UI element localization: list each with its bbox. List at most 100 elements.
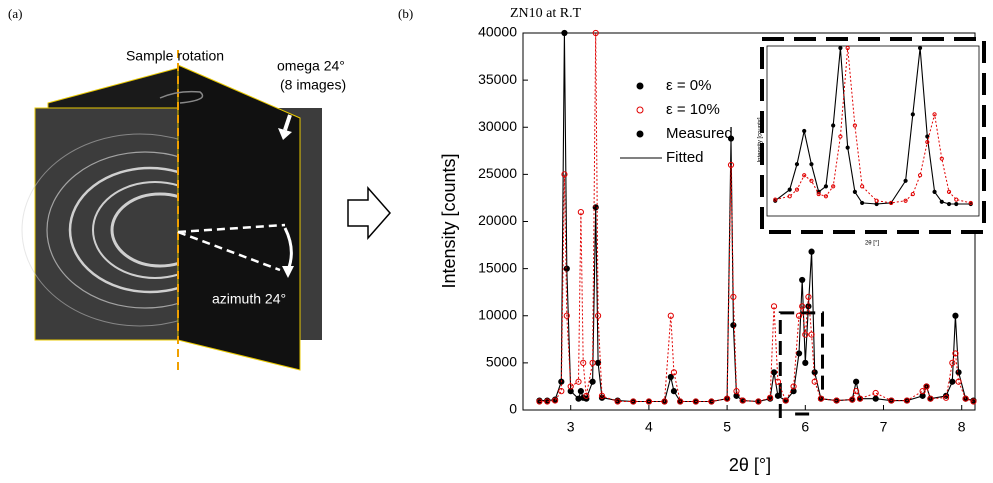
legend-label: Fitted: [666, 149, 704, 166]
x-tick-label: 7: [880, 419, 888, 435]
rotated-panel: [177, 64, 301, 371]
panel-label: (b): [398, 6, 413, 21]
data-point: [661, 398, 668, 405]
series-line: [775, 47, 971, 204]
data-point: [589, 359, 596, 366]
data-point: [730, 322, 737, 329]
data-point: [561, 29, 568, 37]
data-point: [802, 128, 807, 134]
data-point: [589, 378, 596, 385]
data-point: [795, 312, 803, 319]
legend-swatch: [636, 130, 644, 138]
data-point: [614, 398, 621, 405]
data-point: [790, 383, 797, 390]
data-point: [946, 189, 952, 194]
data-point: [794, 187, 800, 192]
data-point: [970, 398, 977, 405]
x-tick-label: 4: [645, 419, 653, 435]
data-point: [787, 194, 792, 199]
data-point: [917, 45, 923, 51]
data-point: [577, 388, 584, 395]
legend-label: ε = 10%: [666, 101, 720, 118]
data-point: [645, 398, 653, 405]
data-point: [952, 312, 959, 319]
data-point: [939, 156, 944, 161]
legend-label: Measured: [666, 125, 733, 142]
data-point: [561, 171, 568, 178]
data-point: [727, 161, 735, 169]
data-point: [563, 312, 570, 319]
legend-swatch: [636, 82, 644, 90]
y-tick-label: 35000: [478, 71, 517, 87]
detector-image: [34, 107, 179, 341]
data-point: [755, 398, 762, 405]
data-point: [968, 200, 973, 206]
data-point: [805, 303, 812, 310]
data-point: [888, 397, 895, 404]
data-point: [575, 378, 582, 385]
data-point: [955, 369, 962, 376]
data-point: [962, 395, 969, 402]
zoom-region: [778, 311, 825, 418]
data-point: [670, 388, 678, 395]
data-point: [939, 199, 944, 204]
data-point: [811, 378, 818, 385]
data-point: [838, 45, 843, 51]
annotation: azimuth 24°: [212, 291, 286, 307]
data-point: [903, 198, 908, 203]
chart-title: ZN10 at R.T: [510, 6, 582, 21]
x-tick-label: 3: [567, 419, 575, 435]
x-tick-label: 8: [958, 419, 966, 435]
data-point: [580, 359, 587, 366]
data-point: [942, 394, 950, 401]
y-axis-label: Intensity [counts]: [439, 153, 459, 288]
data-point: [805, 293, 812, 300]
data-point: [733, 388, 740, 395]
azimuth-line: [177, 230, 281, 272]
y-tick-label: 25000: [478, 165, 517, 181]
data-point: [795, 350, 803, 357]
legend-label: ε = 0%: [666, 77, 711, 94]
data-point: [802, 359, 809, 366]
data-point: [563, 265, 570, 272]
data-point: [845, 45, 850, 51]
data-point: [955, 378, 962, 385]
data-point: [544, 398, 551, 405]
data-point: [667, 373, 674, 381]
zoom-box: [760, 37, 986, 234]
data-point: [949, 359, 956, 366]
data-point: [594, 312, 602, 319]
y-tick-label: 30000: [478, 118, 517, 134]
data-point: [872, 395, 879, 402]
data-point: [919, 388, 926, 395]
data-point: [874, 198, 879, 203]
data-point: [692, 398, 699, 405]
data-point: [831, 123, 836, 128]
data-point: [853, 388, 860, 395]
data-point: [536, 398, 543, 405]
inset-frame: [766, 45, 980, 217]
data-point: [849, 396, 856, 403]
data-point: [802, 173, 807, 178]
data-point: [558, 388, 565, 395]
data-point: [852, 189, 857, 194]
data-point: [946, 201, 952, 207]
x-tick-label: 6: [801, 419, 809, 435]
legend-swatch: [636, 106, 644, 114]
annotation: Sample rotation: [126, 48, 224, 64]
data-point: [774, 378, 782, 385]
azimuth-line: [177, 223, 286, 234]
data-point: [823, 194, 829, 199]
data-point: [856, 395, 864, 402]
data-point: [773, 197, 778, 202]
data-point: [809, 162, 814, 167]
arrowhead: [278, 128, 292, 140]
panel-label: (a): [8, 6, 22, 21]
omega-arrow: [283, 114, 292, 131]
series-line: [539, 32, 974, 403]
data-point: [794, 162, 800, 167]
data-point: [774, 392, 782, 399]
data-point: [724, 395, 731, 402]
data-point: [630, 398, 637, 405]
data-point: [860, 184, 865, 189]
